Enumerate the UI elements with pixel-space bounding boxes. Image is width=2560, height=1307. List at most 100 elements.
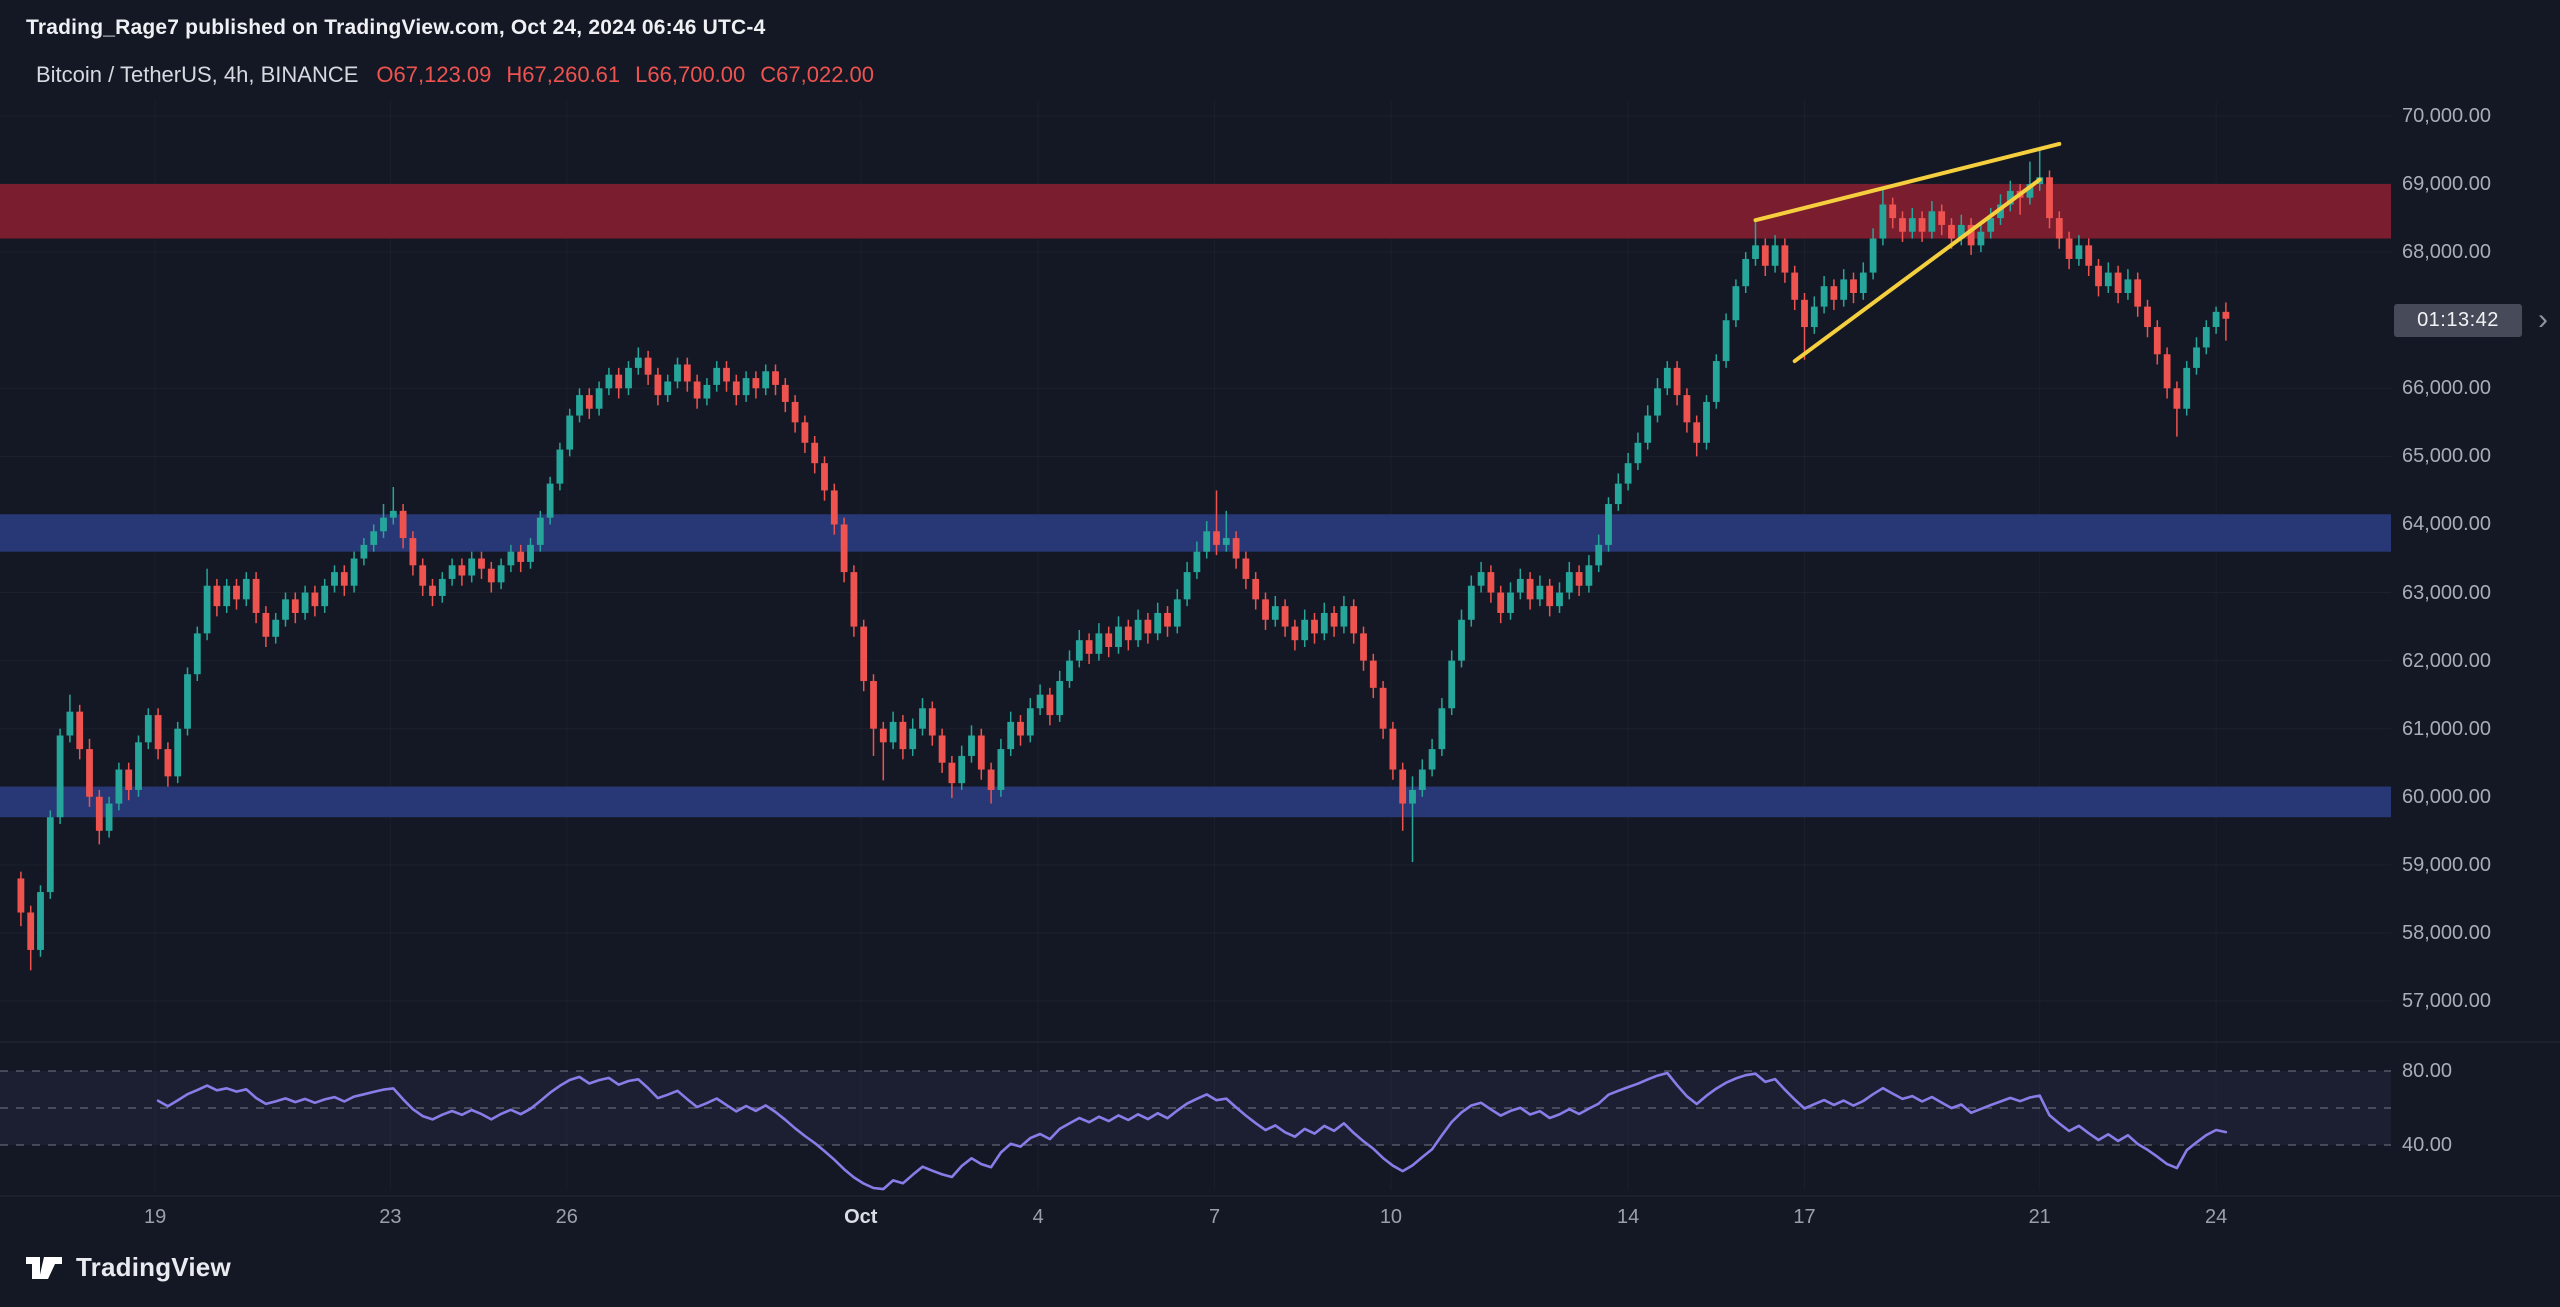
price-tick: 61,000.00 (2402, 717, 2491, 740)
zone-support[interactable] (0, 786, 2391, 818)
candle-body (1732, 286, 1740, 321)
candle-body (2163, 354, 2171, 389)
time-tick: 7 (1208, 1206, 1221, 1228)
candle-body (1281, 606, 1289, 627)
rsi-band (0, 1071, 2391, 1145)
candle-body (762, 371, 770, 389)
candle-body (409, 538, 417, 566)
ohlc-o: O67,123.09 (376, 62, 492, 87)
candle-body (2065, 238, 2073, 259)
candle-body (311, 592, 319, 607)
candle-body (1575, 572, 1583, 586)
ohlc-c: C67,022.00 (760, 62, 875, 87)
candle-body (1399, 769, 1407, 804)
candle-body (340, 572, 348, 586)
candle-body (2193, 347, 2200, 368)
candle-body (1222, 538, 1230, 545)
candle-body (380, 517, 387, 532)
candle-body (468, 558, 476, 576)
candle-body (1722, 320, 1730, 362)
time-tick: 4 (1032, 1206, 1044, 1228)
candle-body (370, 531, 378, 545)
candle-body (86, 749, 93, 797)
candle-body (703, 384, 711, 399)
candle-body (1899, 218, 1906, 232)
candle-body (1497, 592, 1505, 613)
tradingview-logo-icon (26, 1256, 62, 1279)
zone-support[interactable] (0, 514, 2391, 552)
candle-body (1928, 211, 1936, 232)
price-tick: 62,000.00 (2402, 649, 2491, 672)
candle-body (1634, 442, 1642, 464)
candle-body (556, 449, 564, 484)
candle-body (1957, 224, 1965, 239)
candle-body (1810, 306, 1818, 328)
candle-body (2183, 367, 2191, 409)
candle-body (1183, 572, 1191, 600)
candle-body (1379, 687, 1387, 729)
candle-body (644, 357, 652, 375)
candle-body (1311, 619, 1318, 634)
candle-body (987, 769, 995, 790)
candle-body (1654, 388, 1661, 416)
candle-body (164, 749, 172, 777)
candle-body (1536, 585, 1544, 600)
candle-body (37, 892, 44, 950)
candle-body (1703, 401, 1710, 443)
candle-body (1026, 708, 1034, 736)
candle-body (174, 728, 182, 777)
ohlc-values: O67,123.09 H67,260.61 L66,700.00 C67,022.00 (376, 62, 874, 88)
time-axis[interactable]: 19 23 26 Oct 4 7 10 14 17 21 24 (0, 1198, 2560, 1240)
candle-body (213, 585, 221, 607)
candle-body (1232, 538, 1240, 559)
candle-body (2075, 245, 2083, 259)
candle-body (723, 367, 730, 382)
candle-body (654, 374, 662, 396)
price-tick: 63,000.00 (2402, 581, 2491, 604)
candle-body (546, 483, 554, 518)
candle-body (1859, 272, 1867, 293)
candle-body (791, 401, 799, 423)
candle-body (1546, 585, 1554, 607)
candle-body (497, 565, 505, 583)
candle-body (1644, 415, 1652, 443)
trendline[interactable] (1792, 177, 2042, 364)
candle-body (860, 626, 868, 682)
price-tick: 70,000.00 (2402, 105, 2491, 127)
candle-body (46, 817, 54, 893)
candle-body (1105, 633, 1113, 647)
candle-body (1869, 238, 1877, 273)
chevron-right-icon: › (2538, 303, 2548, 336)
time-tick: 23 (379, 1206, 402, 1228)
candle-body (605, 374, 613, 389)
tradingview-logo[interactable]: TradingView (24, 1252, 231, 1283)
candle-body (1213, 531, 1220, 545)
candle-body (1164, 612, 1171, 627)
candle-body (595, 388, 603, 409)
candle-body (850, 572, 858, 627)
candle-body (742, 378, 750, 396)
candle-body (154, 715, 162, 750)
candle-body (2026, 184, 2034, 198)
tradingview-logo-text: TradingView (76, 1252, 231, 1282)
time-tick: 26 (555, 1206, 578, 1228)
price-tick: 60,000.00 (2402, 785, 2491, 808)
candle-body (1095, 633, 1103, 654)
candle-body (615, 374, 623, 389)
candle-body (1771, 245, 1779, 266)
candle-body (1516, 578, 1524, 593)
candle-body (203, 585, 211, 634)
candle-body (683, 364, 691, 382)
trendline[interactable] (1753, 141, 2062, 223)
candle-body (1663, 367, 1671, 389)
candle-body (693, 381, 701, 399)
candle-body (350, 558, 358, 586)
chart-legend: Bitcoin / TetherUS, 4h, BINANCE O67,123.… (36, 62, 874, 88)
price-axis[interactable]: 70,000.00 69,000.00 68,000.00 66,000.00 65,0… (2402, 0, 2560, 1307)
ohlc-l: L66,700.00 (635, 62, 746, 87)
candle-body (1438, 708, 1446, 750)
candle-body (2202, 327, 2210, 348)
candle-body (1124, 626, 1132, 641)
candle-body (772, 371, 779, 385)
